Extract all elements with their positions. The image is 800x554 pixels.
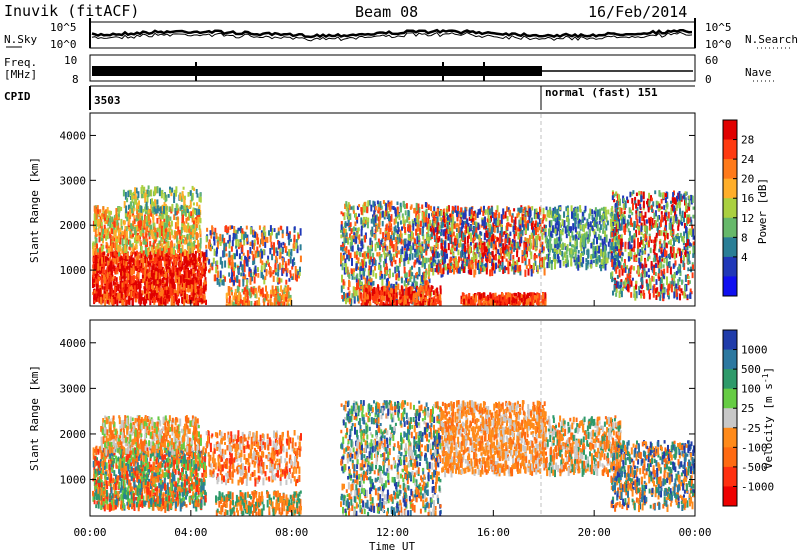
nsky-label: N.Sky (4, 33, 37, 46)
power-colorbar-tick-1: 24 (741, 153, 755, 166)
freq-label: Freq. (4, 56, 37, 69)
velocity-colorbar-segment-1 (723, 349, 737, 370)
time-xlabel: Time UT (369, 540, 416, 553)
power-colorbar-tick-5: 8 (741, 231, 748, 244)
velocity-colorbar-segment-2 (723, 369, 737, 390)
power-ytick-label-1: 2000 (60, 219, 87, 232)
cpid-strip: CPID 3503 normal (fast) 151 (4, 85, 695, 110)
velocity-colorbar-tick-3: 25 (741, 402, 754, 415)
nsearch-trace (91, 31, 693, 42)
power-colorbar: 28 24 20 16 12 8 4 (722, 119, 755, 297)
velocity-colorbar-tick-0: 1000 (741, 344, 768, 357)
power-colorbar-tick-2: 20 (741, 173, 754, 186)
power-colorbar-label: Power [dB] (756, 178, 769, 244)
power-panel: 1000 2000 3000 4000 Slant Range [km] (28, 112, 696, 307)
power-ytick-label-0: 1000 (60, 264, 87, 277)
nsky-trace (91, 28, 693, 39)
velocity-colorbar-tick-2: 100 (741, 383, 761, 396)
power-colorbar-segment-4 (723, 198, 737, 219)
velocity-ytick-label-1: 2000 (60, 428, 87, 441)
velocity-ytick-label-2: 3000 (60, 382, 87, 395)
velocity-colorbar-segment-3 (723, 388, 737, 409)
nsearch-label: N.Search (745, 33, 798, 46)
power-ytick-label-2: 3000 (60, 174, 87, 187)
freq-tick-bottom: 8 (72, 73, 79, 86)
velocity-colorbar-segment-8 (723, 486, 737, 507)
beam-title: Beam 08 (355, 3, 418, 21)
velocity-data (92, 400, 695, 516)
velocity-colorbar-tick-5: -100 (741, 441, 768, 454)
velocity-ytick-label-3: 4000 (60, 337, 87, 350)
nsearch-tick-top: 10^5 (705, 21, 732, 34)
power-colorbar-segment-7 (723, 256, 737, 277)
velocity-colorbar-label: Velocity [m s-1] (761, 367, 775, 469)
velocity-ytick-label-0: 1000 (60, 474, 87, 487)
power-colorbar-segment-0 (723, 120, 737, 141)
velocity-colorbar: 1000 500 100 25 -25 -100 -500 -1000 (722, 329, 774, 507)
power-ylabel: Slant Range [km] (28, 157, 41, 263)
freq-tick-top: 10 (64, 54, 77, 67)
power-colorbar-tick-0: 28 (741, 134, 754, 147)
nsearch-tick-bottom: 10^0 (705, 38, 732, 51)
freq-unit: [MHz] (4, 68, 37, 81)
xtick-label-3: 12:00 (376, 526, 409, 539)
velocity-colorbar-segment-6 (723, 447, 737, 468)
velocity-colorbar-tick-1: 500 (741, 363, 761, 376)
power-data (92, 185, 695, 306)
nave-tick-bottom: 0 (705, 73, 712, 86)
nave-label: Nave (745, 66, 772, 79)
power-colorbar-tick-3: 16 (741, 192, 754, 205)
nsky-tick-top: 10^5 (50, 21, 77, 34)
power-colorbar-tick-6: 4 (741, 251, 748, 264)
velocity-colorbar-tick-7: -1000 (741, 480, 774, 493)
xtick-label-0: 00:00 (73, 526, 106, 539)
velocity-panel: 1000 2000 3000 4000 00:00 04:00 08:00 12:00 16:… (28, 300, 712, 553)
velocity-colorbar-segment-5 (723, 427, 737, 448)
cpid-second: normal (fast) 151 (545, 86, 658, 99)
cpid-label: CPID (4, 90, 31, 103)
xtick-label-5: 20:00 (578, 526, 611, 539)
freq-strip: Freq. [MHz] 10 8 60 0 Nave (4, 54, 775, 86)
station-title: Inuvik (fitACF) (4, 2, 139, 20)
power-colorbar-segment-2 (723, 159, 737, 180)
xtick-label-1: 04:00 (174, 526, 207, 539)
velocity-colorbar-tick-4: -25 (741, 422, 761, 435)
nsky-strip: N.Sky 10^5 10^0 10^5 10^0 N.Search (4, 18, 798, 51)
power-colorbar-tick-4: 12 (741, 212, 754, 225)
cpid-first: 3503 (94, 94, 121, 107)
velocity-colorbar-tick-6: -500 (741, 461, 768, 474)
nsky-tick-bottom: 10^0 (50, 38, 77, 51)
power-colorbar-segment-6 (723, 237, 737, 258)
power-ytick-label-3: 4000 (60, 129, 87, 142)
power-colorbar-segment-1 (723, 139, 737, 160)
power-colorbar-segment-8 (723, 276, 737, 297)
velocity-colorbar-segment-7 (723, 466, 737, 487)
freq-trace (92, 66, 542, 76)
velocity-ylabel: Slant Range [km] (28, 365, 41, 471)
xtick-label-6: 00:00 (678, 526, 711, 539)
nave-tick-top: 60 (705, 54, 718, 67)
date-title: 16/Feb/2014 (588, 3, 687, 21)
power-colorbar-segment-5 (723, 217, 737, 238)
velocity-colorbar-segment-0 (723, 330, 737, 351)
xtick-label-4: 16:00 (477, 526, 510, 539)
xtick-label-2: 08:00 (275, 526, 308, 539)
velocity-colorbar-segment-4 (723, 408, 737, 429)
power-colorbar-segment-3 (723, 178, 737, 199)
